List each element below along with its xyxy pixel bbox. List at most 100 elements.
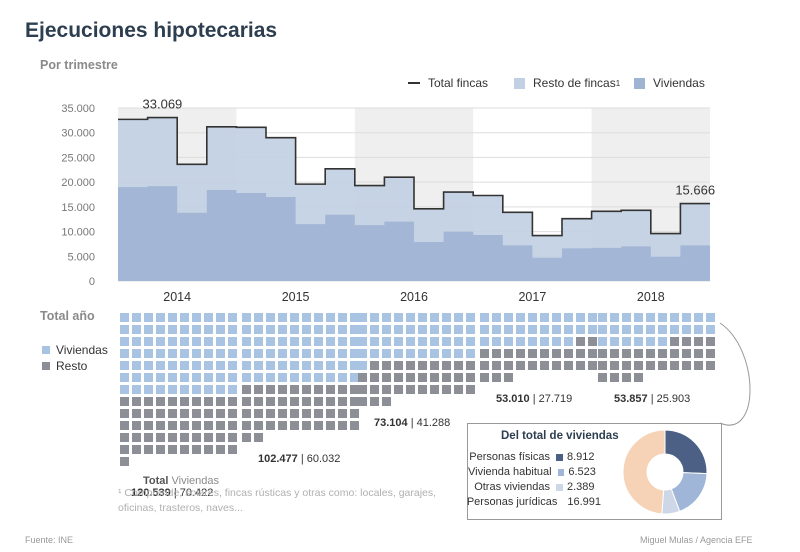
waffle-square-resto [394, 385, 403, 394]
waffle-square-resto [516, 349, 525, 358]
waffle-square-viviendas [564, 337, 573, 346]
waffle-square-viviendas [646, 337, 655, 346]
waffle-square-viviendas [610, 325, 619, 334]
waffle-square-resto [598, 361, 607, 370]
waffle-square-viviendas [216, 325, 225, 334]
waffle-square-resto [156, 445, 165, 454]
waffle-square-viviendas [266, 325, 275, 334]
waffle-square-viviendas [242, 349, 251, 358]
waffle-square-resto [394, 373, 403, 382]
waffle-square-viviendas [192, 337, 201, 346]
waffle-square-resto [370, 397, 379, 406]
waffle-square-viviendas [564, 313, 573, 322]
waffle-square-viviendas [430, 337, 439, 346]
waffle-square-viviendas [180, 385, 189, 394]
legend-label-viviendas: Viviendas [653, 76, 705, 90]
waffle-square-viviendas [290, 361, 299, 370]
waffle-square-resto [454, 361, 463, 370]
waffle-square-viviendas [228, 313, 237, 322]
waffle-square-viviendas [480, 337, 489, 346]
waffle-square-resto [254, 421, 263, 430]
waffle-square-viviendas [358, 361, 367, 370]
waffle-square-viviendas [552, 325, 561, 334]
waffle-square-resto [216, 421, 225, 430]
waffle-square-resto [302, 421, 311, 430]
waffle-square-resto [290, 409, 299, 418]
waffle-square-viviendas [326, 313, 335, 322]
waffle-square-viviendas [634, 337, 643, 346]
waffle-square-resto [418, 361, 427, 370]
waffle-square-viviendas [180, 349, 189, 358]
waffle-legend-label-resto: Resto [56, 359, 88, 373]
waffle-square-resto [670, 337, 679, 346]
waffle-square-viviendas [132, 349, 141, 358]
waffle-square-resto [314, 409, 323, 418]
waffle-square-resto [326, 421, 335, 430]
waffle-square-resto [576, 361, 585, 370]
inset-connector-line [719, 322, 751, 426]
waffle-square-viviendas [622, 337, 631, 346]
y-tick-label: 15.000 [61, 202, 95, 214]
waffle-square-resto [338, 385, 347, 394]
waffle-square-resto [216, 445, 225, 454]
waffle-square-viviendas [144, 313, 153, 322]
waffle-square-viviendas [314, 349, 323, 358]
waffle-square-viviendas [694, 313, 703, 322]
waffle-square-viviendas [442, 313, 451, 322]
waffle-caption-header: Total Viviendas [143, 475, 219, 487]
waffle-square-resto [254, 409, 263, 418]
waffle-square-viviendas [278, 313, 287, 322]
x-year-label: 2017 [518, 290, 546, 304]
waffle-square-viviendas [454, 313, 463, 322]
waffle-2017 [480, 313, 597, 382]
waffle-square-resto [492, 373, 501, 382]
waffle-square-viviendas [120, 361, 129, 370]
waffle-square-resto [466, 361, 475, 370]
waffle-square-viviendas [314, 337, 323, 346]
waffle-square-resto [204, 445, 213, 454]
waffle-square-resto [430, 385, 439, 394]
waffle-square-resto [192, 421, 201, 430]
waffle-square-resto [242, 385, 251, 394]
waffle-square-resto [382, 385, 391, 394]
waffle-square-viviendas [156, 313, 165, 322]
waffle-square-viviendas [610, 337, 619, 346]
waffle-square-viviendas [516, 313, 525, 322]
waffle-square-viviendas [338, 313, 347, 322]
waffle-square-viviendas [706, 313, 715, 322]
legend-swatch-total [408, 82, 420, 84]
waffle-square-resto [382, 373, 391, 382]
inset-legend-label: Vivienda habitual [468, 466, 552, 478]
donut-chart [622, 429, 708, 515]
waffle-square-viviendas [466, 349, 475, 358]
waffle-square-viviendas [216, 337, 225, 346]
waffle-square-viviendas [180, 373, 189, 382]
waffle-square-viviendas [454, 349, 463, 358]
waffle-square-viviendas [120, 385, 129, 394]
waffle-square-resto [278, 397, 287, 406]
waffle-square-viviendas [204, 349, 213, 358]
waffle-separator: | [170, 487, 180, 499]
inset-legend-swatch [556, 453, 563, 461]
waffle-square-viviendas [242, 337, 251, 346]
waffle-square-resto [646, 349, 655, 358]
waffle-square-resto [610, 361, 619, 370]
waffle-square-resto [266, 421, 275, 430]
waffle-square-viviendas [350, 313, 359, 322]
waffle-square-resto [326, 409, 335, 418]
waffle-square-resto [552, 349, 561, 358]
waffle-square-viviendas [204, 385, 213, 394]
waffle-square-viviendas [454, 325, 463, 334]
waffle-square-resto [156, 433, 165, 442]
waffle-square-resto [314, 421, 323, 430]
waffle-square-viviendas [254, 313, 263, 322]
waffle-square-resto [278, 421, 287, 430]
waffle-square-resto [418, 373, 427, 382]
waffle-square-viviendas [516, 337, 525, 346]
waffle-square-viviendas [266, 373, 275, 382]
waffle-square-viviendas [254, 325, 263, 334]
waffle-square-resto [576, 337, 585, 346]
waffle-square-viviendas [156, 325, 165, 334]
waffle-square-resto [228, 445, 237, 454]
waffle-separator: | [647, 393, 657, 405]
